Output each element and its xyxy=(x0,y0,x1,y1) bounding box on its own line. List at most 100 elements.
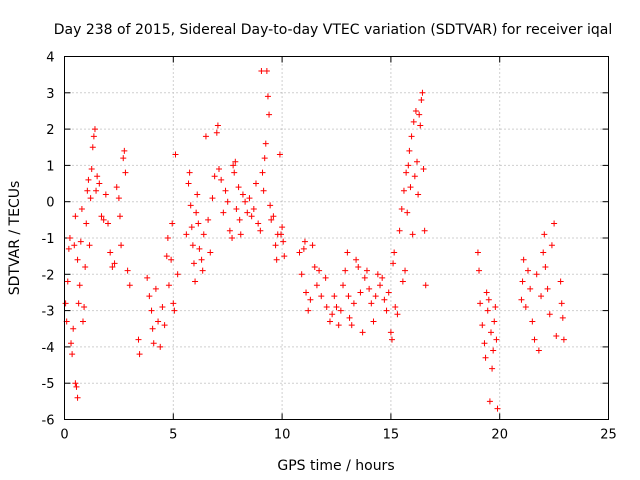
y-tick-label: 3 xyxy=(46,87,54,102)
y-tick-label: -4 xyxy=(42,341,55,356)
data-point xyxy=(252,180,259,187)
data-point xyxy=(559,314,566,321)
data-point xyxy=(85,176,92,183)
data-point xyxy=(96,180,103,187)
data-point xyxy=(233,205,240,212)
y-tick-label: 2 xyxy=(46,123,54,138)
data-point xyxy=(402,267,409,274)
data-point xyxy=(209,195,216,202)
y-tick-label: -5 xyxy=(42,377,55,392)
data-point xyxy=(477,300,484,307)
data-point xyxy=(551,220,558,227)
data-point xyxy=(258,68,265,75)
data-point xyxy=(542,264,549,271)
data-point xyxy=(237,231,244,238)
data-point xyxy=(489,365,496,372)
data-point xyxy=(199,267,206,274)
data-point xyxy=(170,300,177,307)
data-point xyxy=(213,129,220,136)
data-point xyxy=(494,405,501,412)
data-point xyxy=(421,227,428,234)
data-point xyxy=(113,184,120,191)
data-point xyxy=(86,242,93,249)
data-point xyxy=(474,249,481,256)
y-tick-label: -6 xyxy=(42,414,55,429)
data-point xyxy=(406,147,413,154)
data-point xyxy=(257,227,264,234)
data-point xyxy=(239,191,246,198)
data-point xyxy=(136,351,143,358)
data-point xyxy=(194,191,201,198)
data-point xyxy=(387,329,394,336)
data-point xyxy=(214,122,221,129)
data-point xyxy=(270,213,277,220)
data-point xyxy=(313,282,320,289)
data-point xyxy=(487,329,494,336)
data-point xyxy=(264,93,271,100)
data-point xyxy=(236,216,243,223)
data-point xyxy=(524,267,531,274)
data-point xyxy=(493,336,500,343)
data-point xyxy=(188,224,195,231)
data-point xyxy=(531,336,538,343)
data-point xyxy=(267,202,274,209)
data-point xyxy=(390,260,397,267)
data-point xyxy=(266,111,273,118)
data-point xyxy=(148,307,155,314)
data-point xyxy=(150,340,157,347)
data-point xyxy=(355,264,362,271)
data-point xyxy=(541,231,548,238)
data-point xyxy=(196,245,203,252)
x-axis-label: GPS time / hours xyxy=(277,458,394,474)
data-point xyxy=(224,198,231,205)
data-point xyxy=(171,307,178,314)
data-point xyxy=(107,249,114,256)
data-point xyxy=(399,278,406,285)
data-point xyxy=(368,300,375,307)
y-tick-label: -2 xyxy=(42,268,55,283)
data-point xyxy=(70,325,77,332)
data-point xyxy=(276,151,283,158)
data-point xyxy=(305,307,312,314)
data-point xyxy=(479,322,486,329)
data-point xyxy=(146,293,153,300)
data-point xyxy=(372,293,379,300)
data-point xyxy=(381,296,388,303)
data-point xyxy=(222,187,229,194)
data-point xyxy=(186,169,193,176)
y-tick-label: 0 xyxy=(46,196,54,211)
data-point xyxy=(244,209,251,216)
data-point xyxy=(546,311,553,318)
data-point xyxy=(195,220,202,227)
x-tick-label: 25 xyxy=(600,428,617,443)
data-point xyxy=(340,282,347,289)
data-point xyxy=(159,303,166,310)
data-point xyxy=(535,347,542,354)
data-point xyxy=(102,191,109,198)
data-point xyxy=(379,274,386,281)
data-point xyxy=(491,318,498,325)
data-point xyxy=(323,303,330,310)
data-point xyxy=(109,264,116,271)
data-point xyxy=(116,213,123,220)
data-point xyxy=(391,249,398,256)
data-point xyxy=(322,274,329,281)
data-point xyxy=(361,274,368,281)
data-point xyxy=(83,220,90,227)
data-point xyxy=(120,155,127,162)
data-point xyxy=(62,300,69,307)
data-point xyxy=(242,198,249,205)
data-point xyxy=(342,267,349,274)
data-point xyxy=(105,220,112,227)
data-point xyxy=(366,285,373,292)
y-tick-label: 4 xyxy=(46,51,54,66)
chart-title: Day 238 of 2015, Sidereal Day-to-day VTE… xyxy=(54,22,612,38)
data-point xyxy=(198,256,205,263)
data-point xyxy=(172,151,179,158)
data-point xyxy=(250,205,257,212)
y-tick-label: -1 xyxy=(42,232,55,247)
data-point xyxy=(357,289,364,296)
data-point xyxy=(75,300,82,307)
data-point xyxy=(74,394,81,401)
data-point xyxy=(383,307,390,314)
